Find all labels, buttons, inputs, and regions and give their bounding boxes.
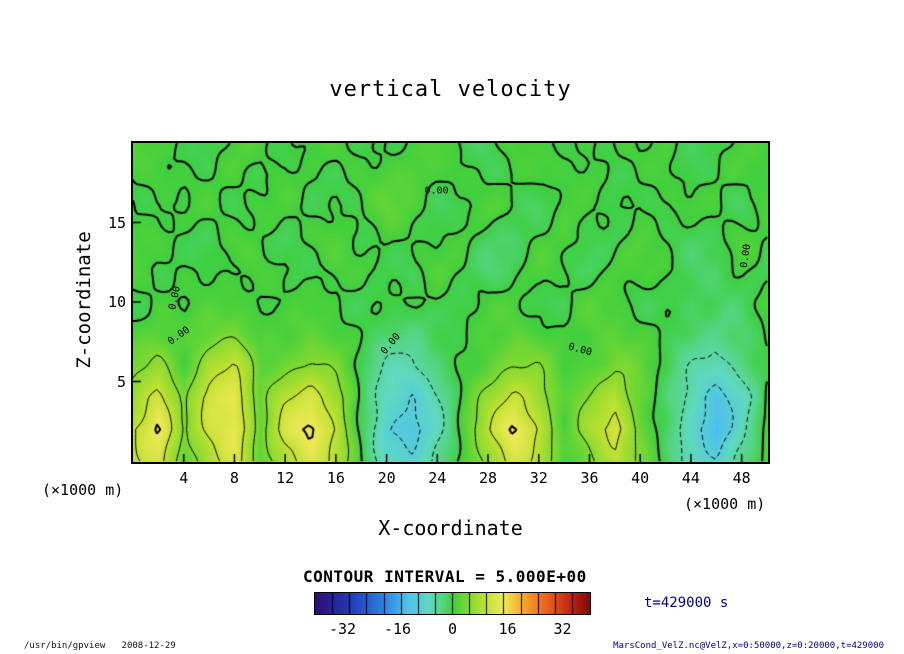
- plot-area: 0.00 0.00 0.00 0.00 0.00 0.00: [131, 141, 770, 464]
- x-tick-label: 36: [580, 469, 599, 487]
- contour-interval-note: CONTOUR INTERVAL = 5.000E+00: [303, 567, 587, 586]
- z-tick-labels: 5 10 15: [92, 143, 126, 462]
- contour-plot-canvas: [133, 143, 768, 462]
- footer-command: /usr/bin/gpview 2008-12-29: [24, 641, 176, 651]
- x-tick-label: 28: [479, 469, 498, 487]
- colorbar-tick-label: -32: [328, 620, 357, 638]
- x-axis-unit: (×1000 m): [684, 495, 766, 513]
- colorbar-tick-label: 16: [498, 620, 517, 638]
- x-tick-label: 44: [681, 469, 700, 487]
- z-tick-label: 10: [107, 293, 126, 311]
- z-tick-label: 15: [107, 213, 126, 232]
- x-tick-label: 24: [428, 469, 447, 487]
- colorbar-tick-label: 32: [553, 620, 572, 638]
- colorbar-canvas: [315, 593, 590, 614]
- x-tick-labels: 4 8 12 16 20 24 28 32 36 40 44 48: [133, 469, 768, 489]
- z-tick-label: 5: [116, 372, 126, 391]
- x-tick-label: 16: [326, 469, 345, 487]
- colorbar-tick-label: 0: [447, 620, 458, 638]
- x-tick-label: 48: [732, 469, 751, 487]
- x-axis-label: X-coordinate: [378, 516, 523, 540]
- footer-file: MarsCond_VelZ.nc@VelZ,x=0:50000,z=0:2000…: [613, 641, 884, 651]
- x-tick-label: 40: [631, 469, 650, 487]
- x-tick-label: 4: [179, 469, 189, 487]
- x-tick-label: 20: [377, 469, 396, 487]
- x-tick-label: 32: [529, 469, 548, 487]
- x-tick-label: 12: [276, 469, 295, 487]
- x-tick-label: 8: [229, 469, 239, 487]
- time-label: t=429000 s: [644, 595, 729, 611]
- z-axis-unit: (×1000 m): [42, 481, 124, 499]
- plot-title: vertical velocity: [329, 77, 572, 102]
- colorbar: [314, 592, 591, 615]
- colorbar-tick-label: -16: [383, 620, 412, 638]
- colorbar-tick-labels: -32 -16 0 16 32: [315, 620, 590, 638]
